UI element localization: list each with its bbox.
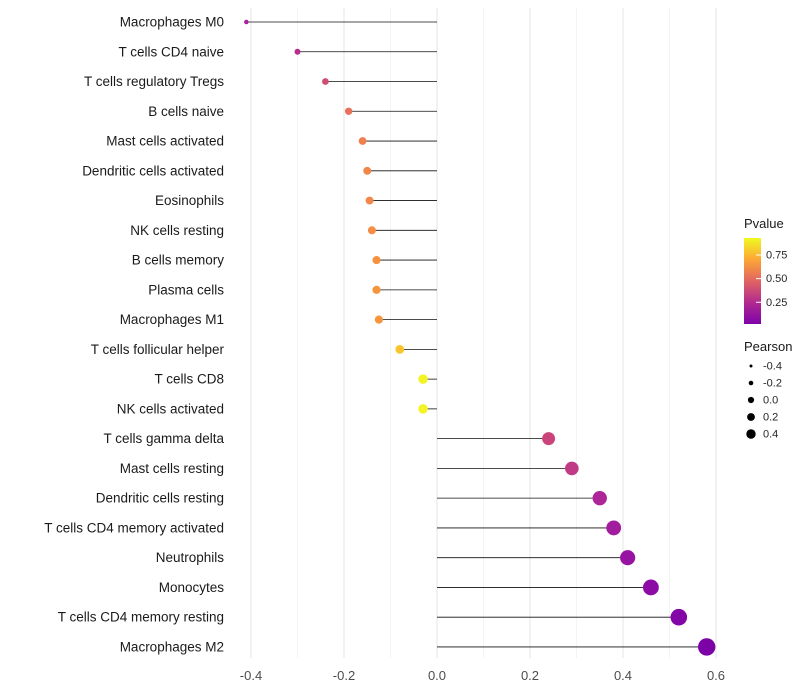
x-tick-label: 0.4 [614,668,632,683]
category-label: T cells CD4 naive [118,44,224,59]
category-label: Dendritic cells resting [96,491,224,506]
category-label: Mast cells resting [120,461,224,476]
lollipop-point [322,78,329,85]
pvalue-legend-title: Pvalue [744,216,784,231]
lollipop-point [620,550,636,566]
lollipop-point [542,432,556,446]
size-legend-dot [747,396,755,404]
size-legend-dot [746,429,756,439]
size-legend-label: 0.0 [763,395,778,407]
lollipop-point [606,520,622,536]
pearson-legend-title: Pearson [744,339,792,354]
category-label: B cells memory [132,253,225,268]
x-tick-label: -0.2 [333,668,355,683]
x-tick-label: -0.4 [240,668,262,683]
category-label: Macrophages M1 [120,312,224,327]
category-label: Monocytes [159,580,225,595]
category-label: Eosinophils [155,193,224,208]
lollipop-point [358,137,367,145]
lollipop-point [344,107,353,115]
category-label: T cells CD8 [154,372,224,387]
category-label: T cells CD4 memory activated [44,520,224,535]
size-legend-label: 0.2 [763,412,778,424]
lollipop-point [244,19,249,25]
category-label: Mast cells activated [106,134,224,149]
x-tick-label: 0.2 [521,668,539,683]
colorbar-tick-label: 0.25 [766,297,787,309]
category-label: Dendritic cells activated [82,163,224,178]
lollipop-point [365,196,374,205]
size-legend-label: -0.2 [763,378,782,390]
lollipop-point [374,315,383,324]
size-legend-dot [748,380,754,386]
lollipop-point [395,344,405,354]
size-legend-label: -0.4 [763,361,782,373]
size-legend-label: 0.4 [763,429,778,441]
category-label: Macrophages M0 [120,15,224,30]
colorbar-tick-label: 0.75 [766,250,787,262]
category-label: Plasma cells [148,282,224,297]
category-label: T cells gamma delta [103,431,224,446]
lollipop-point [642,579,659,596]
category-label: T cells regulatory Tregs [84,74,224,89]
size-legend-dot [749,364,753,368]
lollipop-point [363,166,372,175]
lollipop-point [372,285,381,294]
lollipop-point [418,374,428,384]
lollipop-point [418,404,428,414]
lollipop-point [565,461,579,476]
lollipop-point [592,490,607,506]
category-label: T cells CD4 memory resting [58,610,224,625]
size-legend-dot [747,413,755,421]
category-label: Macrophages M2 [120,639,224,654]
category-label: T cells follicular helper [91,342,225,357]
category-label: B cells naive [148,104,224,119]
lollipop-point [698,638,716,656]
category-label: NK cells activated [117,401,224,416]
lollipop-point [670,608,688,626]
colorbar-tick-label: 0.50 [766,273,787,285]
x-tick-label: 0.6 [707,668,725,683]
pvalue-colorbar [744,238,761,324]
lollipop-point [294,48,301,55]
lollipop-point [372,255,381,265]
lollipop-point [367,226,376,235]
x-tick-label: 0.0 [428,668,446,683]
category-label: NK cells resting [130,223,224,238]
category-label: Neutrophils [156,550,225,565]
